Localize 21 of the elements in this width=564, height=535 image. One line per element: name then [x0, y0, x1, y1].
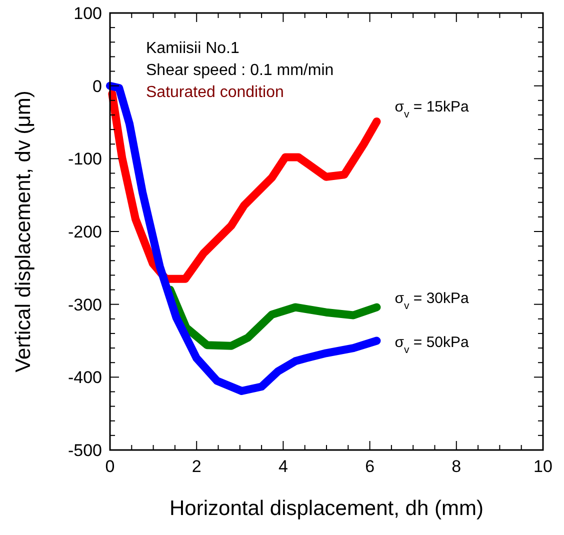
x-tick-label: 0: [105, 457, 115, 476]
y-tick-label: 100: [74, 4, 102, 23]
annotation: Kamiisii No.1: [146, 40, 240, 57]
y-tick-label: -400: [68, 368, 102, 388]
y-tick-label: -100: [68, 150, 102, 169]
x-tick-label: 2: [192, 457, 202, 476]
y-tick-label: -500: [68, 440, 102, 460]
x-tick-label: 8: [452, 457, 462, 476]
series-label: σ$_{v}$ = 50kPa: [394, 334, 470, 356]
y-tick-label: -300: [68, 295, 102, 314]
x-tick-label: 6: [365, 457, 375, 476]
y-axis-title: Vertical displacement, dv (μm): [12, 90, 35, 372]
y-tick-label: 0: [92, 76, 102, 96]
series-label: σ$_{v}$ = 15kPa: [394, 98, 470, 121]
x-axis-title: Horizontal displacement, dh (mm): [170, 497, 484, 520]
x-tick-label: 4: [278, 457, 288, 476]
series-label: σ$_{v}$ = 30kPa: [394, 290, 470, 312]
annotation: Saturated condition: [146, 84, 284, 101]
y-tick-label: -200: [68, 222, 102, 242]
annotation: Shear speed : 0.1 mm/min: [146, 62, 334, 79]
x-tick-label: 10: [534, 457, 552, 476]
